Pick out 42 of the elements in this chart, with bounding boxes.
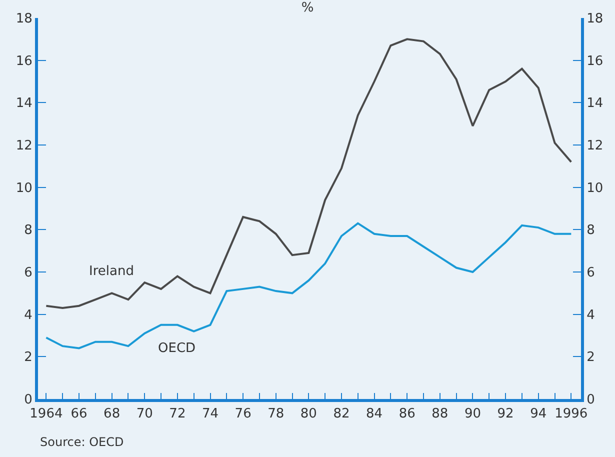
y2-tick-label: 2	[586, 350, 595, 366]
x-tick-label: 80	[300, 406, 317, 422]
y2-tick-label: 16	[586, 54, 604, 69]
x-tick-label: 74	[202, 406, 219, 422]
series-label: Ireland	[89, 264, 134, 279]
x-tick-label: 84	[366, 406, 383, 422]
x-tick-label: 94	[530, 406, 547, 422]
x-tick-label: 82	[333, 406, 350, 422]
x-tick-label: 76	[234, 406, 252, 422]
x-tick-label: 92	[497, 406, 514, 422]
x-tick-label: 72	[169, 406, 186, 422]
x-tick-label: 86	[398, 406, 416, 422]
source-note: Source: OECD	[40, 435, 124, 449]
x-tick-label: 1964	[30, 406, 63, 422]
chart-title: %	[301, 0, 314, 16]
x-tick-label: 1996	[554, 406, 588, 422]
y2-tick-label: 10	[586, 180, 604, 196]
y-tick-label: 12	[16, 138, 32, 154]
x-tick-label: 66	[70, 406, 88, 422]
y-tick-label: 14	[16, 96, 32, 112]
line-series	[45, 38, 572, 309]
y2-tick-label: 0	[586, 392, 595, 408]
y2-tick-label: 12	[586, 138, 604, 154]
y-tick-label: 4	[24, 308, 32, 323]
x-tick-label: 70	[136, 406, 153, 422]
series-label: OECD	[158, 341, 196, 356]
x-tick-label: 78	[268, 406, 284, 422]
y2-tick-label: 18	[586, 12, 604, 27]
y2-tick-label: 4	[586, 308, 595, 323]
y-tick-label: 18	[16, 12, 32, 27]
x-tick-label: 90	[464, 406, 482, 422]
y-tick-label: 16	[16, 54, 32, 69]
y2-tick-label: 6	[586, 266, 595, 281]
y2-tick-label: 8	[586, 223, 595, 238]
y-tick-label: 6	[24, 266, 32, 281]
y-tick-label: 0	[24, 392, 32, 408]
y-tick-label: 10	[16, 180, 32, 196]
y-tick-label: 8	[24, 223, 32, 238]
y2-tick-label: 14	[586, 96, 604, 112]
x-tick-label: 68	[104, 406, 120, 422]
y-tick-label: 2	[24, 350, 32, 366]
x-tick-label: 88	[432, 406, 448, 422]
